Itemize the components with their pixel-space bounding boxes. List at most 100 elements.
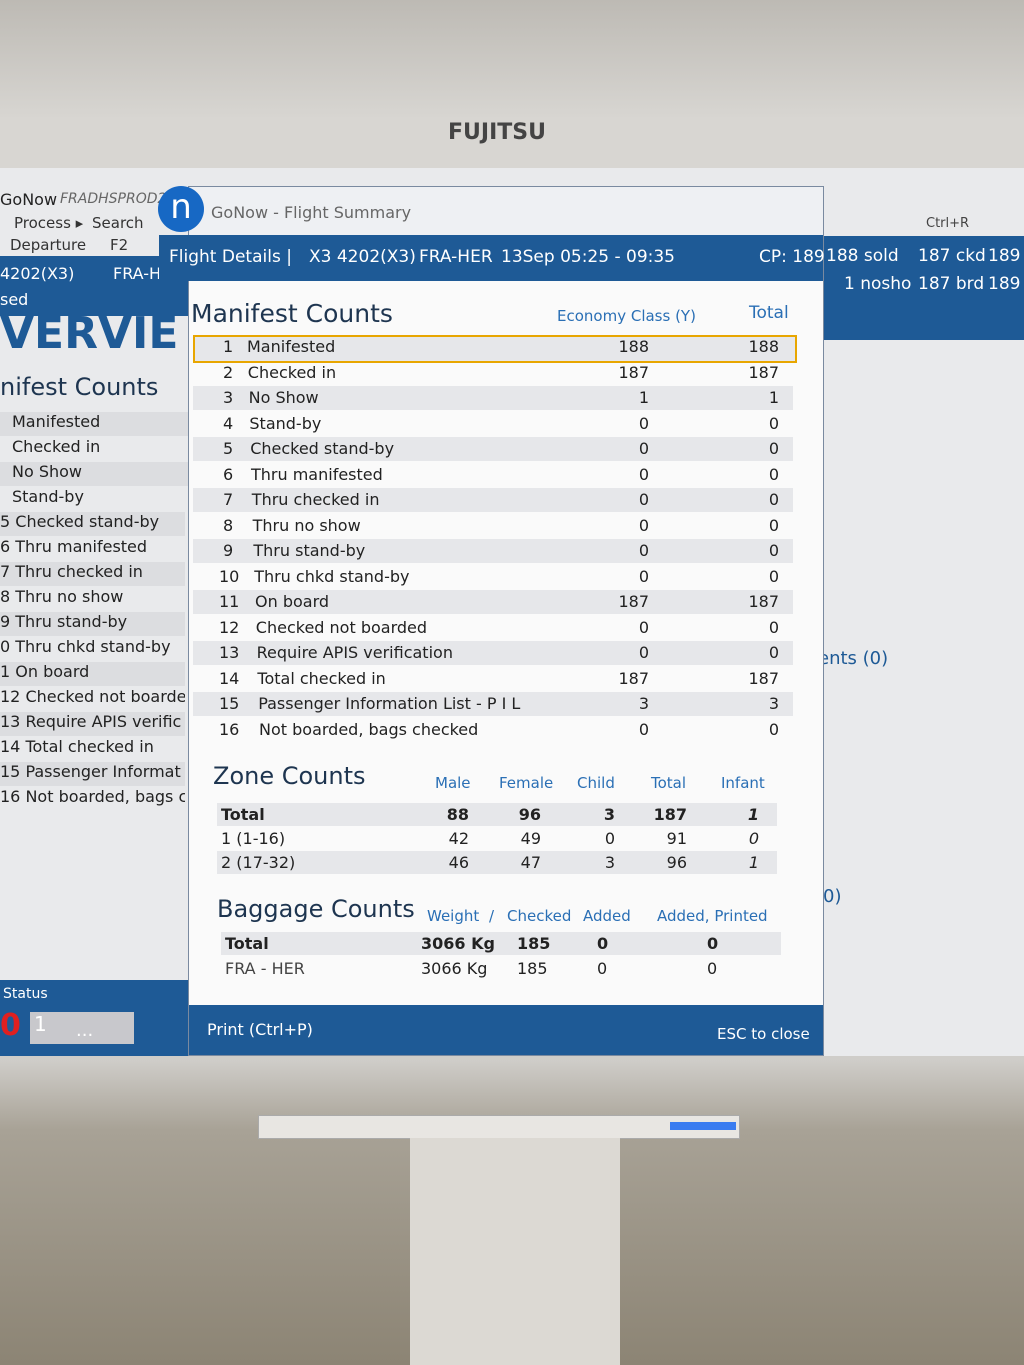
row-number: 14 (219, 668, 240, 688)
column-header: Added (583, 907, 631, 925)
baggage-added-printed: 0 (707, 934, 719, 953)
manifest-row (193, 539, 793, 563)
column-header: Checked (507, 907, 572, 925)
baggage-added: 0 (597, 934, 609, 953)
events: ents (0) (818, 648, 889, 669)
column-header: Male (435, 774, 471, 792)
dialog: GoNow - Flight Summary Flight Details | X3… (159, 186, 825, 1056)
column-header: Economy Class (Y) (557, 307, 696, 325)
menu-item: Process ▸ (14, 214, 84, 232)
economy-count: 0 (638, 719, 649, 739)
baggage-checked: 185 (517, 934, 551, 953)
summary-nosho: 1 nosho (844, 274, 912, 294)
monitor-buttons (258, 1115, 740, 1139)
baggage-row (221, 957, 781, 980)
brand: FUJITSU (448, 120, 546, 145)
section-title: Manifest Counts (191, 299, 393, 328)
baggage-weight: 3066 Kg (421, 959, 488, 978)
summary-brd: 187 brd (918, 274, 985, 294)
row-number: 5 (223, 439, 234, 458)
state: sed (0, 290, 29, 309)
shortcut: Ctrl+R (926, 216, 970, 231)
footer-bar (189, 1005, 823, 1055)
header-route: FRA-HER (419, 247, 493, 267)
zone-label: Total (221, 805, 265, 824)
row: 0 Thru chkd stand-by (0, 637, 171, 656)
row-label: Stand-by (249, 413, 322, 433)
manifest-row (193, 488, 793, 512)
baggage-label: Total (225, 934, 269, 953)
close-hint: ESC to close (717, 1025, 810, 1043)
status-value: 1 (30, 1012, 134, 1044)
row-number: 15 (219, 694, 240, 713)
row-number: 7 (223, 490, 234, 509)
status: Status (3, 986, 48, 1002)
row-number: 16 (219, 719, 240, 739)
row-label: Thru checked in (251, 490, 380, 509)
baggage-added-printed: 0 (707, 959, 718, 978)
zone-count: 96 (518, 805, 541, 824)
row-label: Total checked in (257, 668, 386, 688)
row-number: 13 (219, 643, 240, 662)
row-number: 1 (223, 337, 234, 356)
row-label: Not boarded, bags checked (259, 719, 479, 739)
economy-count: 0 (638, 413, 649, 433)
section-title: Baggage Counts (217, 895, 415, 923)
economy-count: 0 (638, 541, 649, 560)
total-count: 0 (768, 566, 779, 586)
manifest-row (193, 335, 797, 363)
row-label: Thru manifested (251, 464, 383, 484)
menu-item: Search (92, 214, 144, 232)
summary-bar (822, 236, 1024, 340)
economy-count: 0 (638, 490, 649, 509)
route: FRA-H (113, 264, 162, 283)
row-label: Passenger Information List - P I L (258, 694, 521, 713)
total-count: 0 (768, 719, 779, 739)
baggage-added: 0 (597, 959, 608, 978)
row: 13 Require APIS verific (0, 712, 185, 736)
economy-count: 187 (618, 668, 649, 688)
power-led (670, 1122, 736, 1130)
total-count: 0 (768, 541, 779, 560)
section: nifest Counts (0, 373, 159, 401)
app-title: GoNow - Flight Summary (211, 203, 412, 222)
economy-count: 0 (638, 515, 649, 535)
row: 6 Thru manifested (0, 537, 148, 556)
menu-item: F2 (110, 236, 129, 254)
total-count: 0 (768, 515, 779, 535)
logo: n (158, 186, 204, 232)
zone-count: 187 (653, 805, 687, 824)
flight: 4202(X3) (0, 264, 75, 283)
row: No Show (0, 462, 197, 486)
zone-label: 1 (1-16) (221, 829, 286, 848)
title-bar (189, 187, 823, 235)
row-label: Thru no show (252, 515, 361, 535)
baggage-label: FRA - HER (225, 959, 305, 978)
header-cp: CP: 189 (759, 247, 825, 267)
row-label: Checked in (247, 362, 337, 382)
print-button[interactable]: Print (Ctrl+P) (207, 1020, 313, 1039)
overview: VERVIE (0, 308, 179, 359)
total-count: 187 (748, 362, 779, 382)
row-label: On board (255, 592, 330, 611)
section-title: Zone Counts (213, 762, 366, 790)
economy-count: 188 (618, 337, 649, 356)
row-label: No Show (248, 388, 319, 407)
manifest-row (193, 590, 793, 614)
summary-ckd: 187 ckd (918, 246, 986, 266)
row-label: Thru chkd stand-by (254, 566, 410, 586)
status-value: 0 (0, 1008, 21, 1043)
column-header: Infant (721, 774, 765, 792)
total-count: 0 (768, 617, 779, 637)
zone-count: 0 (748, 829, 759, 848)
column-header: Total (651, 774, 687, 792)
row-label: Checked not boarded (255, 617, 428, 637)
row-number: 2 (223, 362, 234, 382)
zone-row (217, 851, 777, 874)
summary-brd-total: 189 (988, 274, 1021, 294)
zone-count: 1 (748, 853, 759, 872)
zone-count: 3 (604, 853, 615, 872)
total-count: 1 (768, 388, 779, 407)
row-number: 6 (223, 464, 234, 484)
